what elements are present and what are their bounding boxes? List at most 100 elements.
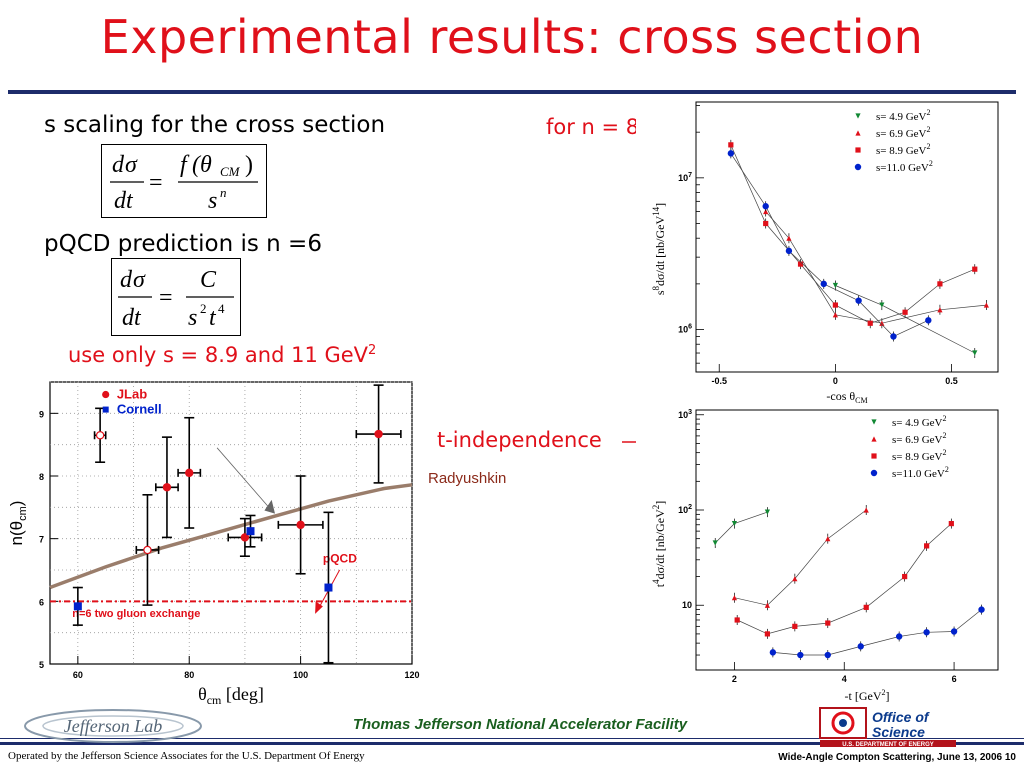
chart2-point	[925, 317, 932, 324]
chart3-legend-sup: 2	[945, 465, 949, 474]
chart3-legend-name: s= 6.9 GeV	[892, 434, 943, 446]
chart3-point	[764, 602, 770, 608]
chart2-ylabel-sup2: 14	[651, 206, 661, 216]
chart3-series-3	[769, 604, 985, 661]
chart2-point	[972, 350, 978, 356]
footer-operator: Operated by the Jefferson Science Associ…	[8, 750, 365, 762]
eq2-d: d	[120, 267, 133, 293]
chart1-xtick-label: 60	[73, 670, 83, 680]
office-of-science-logo: Office of Science U.S. DEPARTMENT OF ENE…	[819, 707, 956, 748]
chart1-radyushkin-pointer-head	[264, 499, 275, 514]
chart1-point-jlab	[185, 468, 194, 478]
chart2-plot-area	[695, 101, 999, 373]
chart1-legend-cornell: Cornell	[117, 402, 162, 417]
chart2-point	[797, 261, 804, 267]
jefferson-lab-logo-text: Jefferson Lab	[64, 716, 163, 736]
chart3-series-line	[772, 609, 982, 656]
chart3-legend-sup: 2	[943, 448, 947, 457]
chart3-point	[769, 649, 777, 656]
chart2-point	[832, 302, 838, 308]
chart1-point-cornell	[246, 527, 255, 536]
footer-talk-info: Wide-Angle Compton Scattering, June 13, …	[778, 752, 1016, 763]
chart1-radyushkin-pointer	[216, 447, 271, 509]
chart2-xtick-label: 0	[833, 376, 838, 386]
chart2-xlabel: -cos θCM	[826, 389, 867, 405]
chart2-xlabel-sub: CM	[855, 396, 867, 405]
label-for-n8: for n = 8	[546, 115, 640, 139]
chart2-point	[763, 208, 769, 215]
chart2-legend-sup: 2	[927, 125, 931, 134]
chart2-point	[902, 309, 908, 315]
chart3-plot-area	[695, 409, 999, 671]
eq2-four: 4	[218, 301, 225, 316]
chart2-ytick-label: 107	[678, 172, 692, 183]
chart3-series-1	[731, 505, 869, 611]
chart2-point	[832, 312, 838, 318]
chart3-ylabel-t: t	[653, 583, 667, 587]
eq1-sigma: σ	[125, 152, 138, 178]
chart2-point	[890, 333, 897, 340]
chart3-point	[902, 573, 908, 580]
chart3-point	[792, 576, 798, 582]
chart2-point	[786, 235, 792, 241]
chart3-ylabel-sup2: 2	[651, 505, 661, 510]
title-rule	[8, 90, 1016, 94]
eq1-close: )	[245, 152, 253, 178]
chart2-ytick-exp: 6	[688, 324, 692, 331]
jefferson-lab-logo: Jefferson Lab	[24, 709, 202, 743]
chart1-point-jlab	[95, 431, 105, 440]
chart3-ylabel-rest: dσ/dt [nb/GeV	[653, 509, 667, 579]
chart2-legend-sup: 2	[927, 108, 931, 117]
chart2-point	[728, 142, 734, 148]
eq2-two: 2	[200, 301, 207, 316]
note-use-only-sup: 2	[368, 343, 377, 358]
chart1-legend-cornell-marker	[102, 406, 109, 413]
chart3-point	[764, 509, 770, 515]
footer-rule	[0, 742, 1024, 745]
chart2-ytick-base: 10	[678, 325, 688, 335]
chart1-point-jlab	[143, 545, 152, 555]
chart1-ytick-label: 7	[39, 535, 44, 545]
chart2-ylabel-close: ]	[653, 203, 667, 207]
chart2-ytick-exp: 7	[688, 172, 692, 179]
note-use-only: use only s = 8.9 and 11 GeV2	[68, 343, 376, 367]
chart2-series-line	[765, 211, 987, 324]
chart3-ylabel-sup: 4	[651, 579, 661, 584]
chart3-point	[797, 651, 804, 659]
chart3-xtick-label: 2	[732, 674, 737, 684]
chart1-point-jlab	[374, 429, 383, 439]
chart1-pqcd-arrowhead	[315, 601, 323, 614]
chart3-point	[731, 595, 738, 601]
chart1-xlabel: θcm [deg]	[198, 684, 264, 704]
eq1-theta: (θ	[192, 152, 212, 178]
chart2-ylabel-s: s	[653, 290, 667, 295]
chart-n-theta: 60 80 100 120 5 6 7 8 9 θcm [deg] n(θcm) n=6 two gl…	[2, 374, 426, 707]
eq2-dt: dt	[122, 305, 142, 331]
chart3-legend-name: s= 8.9 GeV	[892, 451, 943, 463]
chart1-xlabel-unit: [deg]	[221, 684, 263, 704]
chart2-point	[879, 302, 885, 308]
chart3-xlabel-main: -t [GeV	[845, 689, 882, 703]
chart2-ytick-base: 10	[678, 173, 688, 183]
chart1-grid	[50, 381, 413, 664]
equation-pqcd-svg: d σ dt = C s 2 t 4	[118, 267, 234, 331]
chart2-series-line	[730, 144, 975, 324]
chart2-point	[785, 247, 793, 255]
chart1-pqcd-label: pQCD	[323, 551, 357, 565]
chart2-series-2	[728, 139, 978, 329]
chart3-legend-name: s= 4.9 GeV	[892, 417, 943, 429]
chart1-ylabel-sub: cm	[17, 506, 29, 521]
chart1-ytick-label: 9	[39, 409, 44, 419]
eq1-f: f	[180, 152, 190, 178]
chart1-plot-area	[49, 381, 413, 665]
chart-t4-scaling: 10 102 103 2 4 6 s= 4.9 GeV2 s= 6.9 GeV2 s= 8.9 …	[636, 406, 1008, 706]
eq1-equals: =	[149, 170, 163, 196]
chart3-point	[792, 623, 798, 629]
eq1-n: n	[220, 185, 227, 200]
chart1-xtick-label: 120	[404, 670, 419, 680]
chart1-ytick-label: 6	[39, 597, 44, 607]
chart2-point	[972, 266, 978, 272]
chart3-ytick-exp: 2	[688, 504, 692, 511]
chart1-series-jlab-open-	[93, 407, 160, 606]
